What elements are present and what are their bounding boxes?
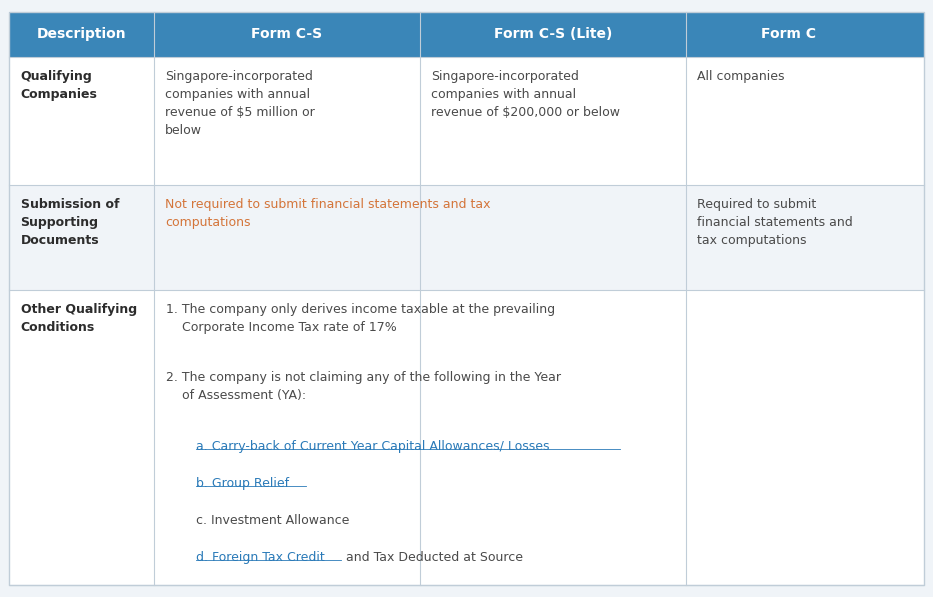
Text: Qualifying
Companies: Qualifying Companies — [21, 70, 97, 101]
FancyBboxPatch shape — [9, 290, 924, 585]
Text: a. Carry-back of Current Year Capital Allowances/ Losses: a. Carry-back of Current Year Capital Al… — [196, 439, 550, 453]
Text: c. Investment Allowance: c. Investment Allowance — [196, 513, 349, 527]
FancyBboxPatch shape — [9, 12, 924, 57]
Text: Description: Description — [36, 27, 127, 41]
Text: b. Group Relief: b. Group Relief — [196, 476, 289, 490]
Text: Singapore-incorporated
companies with annual
revenue of $200,000 or below: Singapore-incorporated companies with an… — [431, 70, 620, 119]
Text: Singapore-incorporated
companies with annual
revenue of $5 million or
below: Singapore-incorporated companies with an… — [165, 70, 315, 137]
Text: 1. The company only derives income taxable at the prevailing
    Corporate Incom: 1. The company only derives income taxab… — [166, 303, 555, 334]
Text: Submission of
Supporting
Documents: Submission of Supporting Documents — [21, 198, 119, 247]
Text: Form C-S: Form C-S — [251, 27, 323, 41]
Text: Not required to submit financial statements and tax
computations: Not required to submit financial stateme… — [165, 198, 491, 229]
Text: Other Qualifying
Conditions: Other Qualifying Conditions — [21, 303, 136, 334]
FancyBboxPatch shape — [9, 185, 924, 290]
Text: Form C-S (Lite): Form C-S (Lite) — [494, 27, 612, 41]
FancyBboxPatch shape — [9, 57, 924, 185]
Text: Required to submit
financial statements and
tax computations: Required to submit financial statements … — [697, 198, 853, 247]
Text: Form C: Form C — [761, 27, 815, 41]
Text: d. Foreign Tax Credit: d. Foreign Tax Credit — [196, 550, 325, 564]
Text: 2. The company is not claiming any of the following in the Year
    of Assessmen: 2. The company is not claiming any of th… — [166, 371, 561, 402]
Text: and Tax Deducted at Source: and Tax Deducted at Source — [342, 550, 523, 564]
Text: All companies: All companies — [697, 70, 785, 83]
